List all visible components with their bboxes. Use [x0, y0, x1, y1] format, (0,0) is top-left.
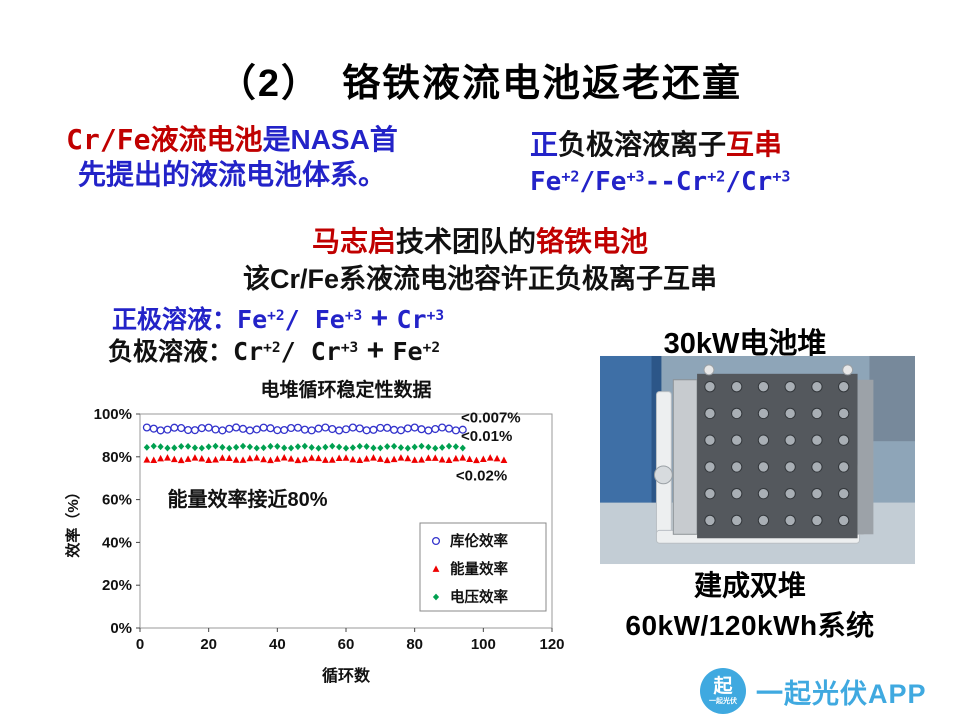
decay-annotation: <0.01% — [461, 428, 512, 445]
battery-stack-photo-svg — [600, 355, 915, 565]
y-tick-label: 40% — [102, 534, 132, 551]
team-line: 马志启技术团队的铬铁电池 — [311, 226, 649, 257]
x-tick-label: 40 — [269, 636, 286, 653]
page-title: （2） 铬铁液流电池返老还童 — [217, 63, 743, 105]
y-tick-label: 0% — [110, 620, 132, 637]
crossover-allowed-line: 该Cr/Fe系液流电池容许正负极离子互串 — [242, 264, 717, 294]
chart-title: 电堆循环稳定性数据 — [260, 378, 431, 401]
decay-annotation: <0.02% — [456, 467, 507, 484]
y-tick-label: 80% — [102, 449, 132, 466]
logo-badge: 起 — [713, 676, 733, 697]
energy-efficiency-note: 能量效率接近80% — [167, 487, 327, 511]
app-logo: 起 一起光伏 一起光伏APP — [700, 668, 927, 714]
stack-bolts — [704, 381, 850, 527]
legend-label: 电压效率 — [450, 588, 508, 606]
legend-label: 库伦效率 — [450, 532, 508, 550]
y-tick-label: 60% — [102, 492, 132, 509]
ion-crossover-line: 正负极溶液离子互串 — [530, 129, 783, 160]
system-built-line2: 60kW/120kWh系统 — [625, 610, 875, 641]
x-axis-label: 循环数 — [322, 666, 371, 685]
decay-annotation: <0.007% — [461, 410, 521, 427]
legend-label: 能量效率 — [450, 560, 508, 578]
x-tick-label: 60 — [338, 636, 355, 653]
logo-icon: 起 一起光伏 — [700, 668, 746, 714]
x-tick-label: 0 — [136, 636, 144, 653]
y-tick-label: 100% — [94, 406, 132, 423]
y-tick-label: 20% — [102, 577, 132, 594]
ion-pairs-formula: Fe+2/Fe+3--Cr+2/Cr+3 — [530, 166, 791, 197]
x-tick-label: 120 — [539, 636, 564, 653]
legend-box — [419, 522, 547, 612]
x-tick-label: 20 — [200, 636, 217, 653]
battery-stack-photo — [600, 355, 915, 565]
chart-svg: 电堆循环稳定性数据 0% 20% 40% 60% 80% 100% 0 20 40 60 80 100 1… — [64, 378, 565, 685]
x-tick-label: 80 — [406, 636, 423, 653]
intro-right-block: 正负极溶液离子互串 Fe+2/Fe+3--Cr+2/Cr+3 — [530, 128, 940, 198]
negative-electrolyte-line: 负极溶液：Cr+2/ Cr+3 + Fe+2 — [108, 334, 441, 367]
logo-badge-caption: 一起光伏 — [709, 698, 737, 705]
system-built-block: 建成双堆 60kW/120kWh系统 — [580, 564, 920, 644]
stack-photo-caption: 30kW电池堆 — [663, 328, 827, 360]
cycle-stability-chart: 电堆循环稳定性数据 0% 20% 40% 60% 80% 100% 0 20 40 60 80 100 1… — [62, 376, 582, 691]
intro-left-line1: Cr/Fe液流电池是NASA首 — [66, 123, 398, 156]
intro-left-line2: 先提出的液流电池体系。 — [77, 159, 386, 190]
positive-electrolyte-line: 正极溶液：Fe+2/ Fe+3 + Cr+3 — [112, 302, 445, 335]
x-tick-label: 100 — [471, 636, 496, 653]
intro-left-block: Cr/Fe液流电池是NASA首 先提出的液流电池体系。 — [48, 122, 416, 192]
logo-text: 一起光伏APP — [756, 678, 927, 709]
system-built-line1: 建成双堆 — [693, 570, 806, 601]
y-axis-label: 效率（%） — [64, 484, 82, 557]
